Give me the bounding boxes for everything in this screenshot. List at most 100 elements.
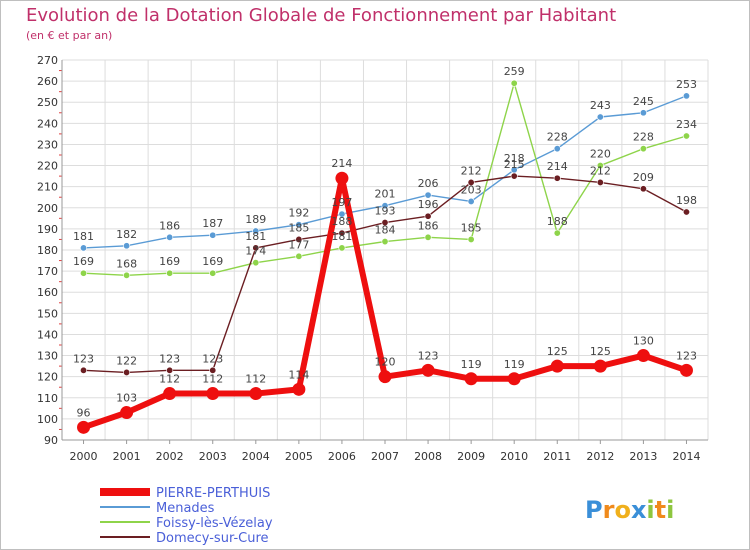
data-label-pierre-perthuis: 114 (288, 368, 309, 381)
chart-title: Evolution de la Dotation Globale de Fonc… (26, 5, 616, 26)
data-point-menades (123, 242, 131, 250)
y-tick-label: 130 (37, 350, 58, 363)
data-label-foissy-l-s-v-zelay: 185 (461, 221, 482, 234)
data-point-domecy-sur-cure (252, 244, 260, 252)
data-label-domecy-sur-cure: 209 (633, 171, 654, 184)
data-label-menades: 201 (375, 188, 396, 201)
data-point-menades (596, 113, 604, 121)
data-point-domecy-sur-cure (381, 219, 389, 227)
data-label-pierre-perthuis: 125 (590, 345, 611, 358)
data-point-menades (166, 233, 174, 241)
data-label-domecy-sur-cure: 123 (159, 352, 180, 365)
x-tick-label: 2012 (586, 450, 614, 463)
data-point-menades (252, 227, 260, 235)
data-point-foissy-l-s-v-zelay (209, 269, 217, 277)
data-label-menades: 181 (73, 230, 94, 243)
data-point-pierre-perthuis (679, 363, 693, 377)
data-point-foissy-l-s-v-zelay (596, 162, 604, 170)
data-point-domecy-sur-cure (123, 368, 131, 376)
data-point-menades (553, 145, 561, 153)
data-label-domecy-sur-cure: 123 (202, 352, 223, 365)
data-label-pierre-perthuis: 123 (418, 349, 439, 362)
data-point-menades (295, 221, 303, 229)
y-tick-label: 250 (37, 96, 58, 109)
y-tick-label: 90 (44, 434, 58, 447)
data-label-foissy-l-s-v-zelay: 188 (547, 215, 568, 228)
x-tick-label: 2002 (156, 450, 184, 463)
chart-subtitle: (en € et par an) (26, 29, 112, 42)
x-tick-label: 2009 (457, 450, 485, 463)
data-point-domecy-sur-cure (80, 366, 88, 374)
axes: 90 100 110 120 130 140 150 160 170 180 190 200 210 22… (37, 54, 708, 463)
data-label-foissy-l-s-v-zelay: 184 (375, 224, 396, 237)
data-label-domecy-sur-cure: 181 (245, 230, 266, 243)
data-label-pierre-perthuis: 123 (676, 349, 697, 362)
y-tick-label: 170 (37, 265, 58, 278)
data-label-domecy-sur-cure: 185 (288, 221, 309, 234)
data-point-foissy-l-s-v-zelay (80, 269, 88, 277)
data-label-menades: 187 (202, 217, 223, 230)
data-label-pierre-perthuis: 96 (77, 406, 91, 419)
y-tick-label: 210 (37, 181, 58, 194)
y-tick-label: 110 (37, 392, 58, 405)
legend-label: Foissy-lès-Vézelay (156, 516, 273, 531)
x-tick-label: 2007 (371, 450, 399, 463)
data-label-domecy-sur-cure: 198 (676, 194, 697, 207)
data-point-domecy-sur-cure (553, 174, 561, 182)
data-point-domecy-sur-cure (166, 366, 174, 374)
data-label-domecy-sur-cure: 196 (418, 198, 439, 211)
data-point-foissy-l-s-v-zelay (338, 244, 346, 252)
y-tick-label: 140 (37, 328, 58, 341)
x-tick-label: 2000 (70, 450, 98, 463)
data-point-foissy-l-s-v-zelay (424, 233, 432, 241)
x-tick-label: 2014 (672, 450, 700, 463)
y-tick-label: 120 (37, 371, 58, 384)
data-label-menades: 186 (159, 219, 180, 232)
x-tick-label: 2010 (500, 450, 528, 463)
data-point-menades (338, 210, 346, 218)
data-label-foissy-l-s-v-zelay: 169 (159, 255, 180, 268)
data-label-domecy-sur-cure: 212 (590, 164, 611, 177)
data-point-pierre-perthuis (464, 372, 478, 386)
data-point-domecy-sur-cure (682, 208, 690, 216)
x-tick-label: 2003 (199, 450, 227, 463)
data-label-foissy-l-s-v-zelay: 228 (633, 131, 654, 144)
data-point-menades (467, 197, 475, 205)
data-label-pierre-perthuis: 103 (116, 392, 137, 405)
data-point-pierre-perthuis (421, 363, 435, 377)
data-label-domecy-sur-cure: 215 (504, 158, 525, 171)
y-tick-label: 260 (37, 75, 58, 88)
data-point-menades (682, 92, 690, 100)
data-point-domecy-sur-cure (209, 366, 217, 374)
data-point-pierre-perthuis (292, 382, 306, 396)
data-point-menades (639, 109, 647, 117)
data-point-foissy-l-s-v-zelay (553, 229, 561, 237)
data-point-pierre-perthuis (335, 171, 349, 185)
data-labels: 181 182 186 187 189 192 197 201 206 203 218 228 243 2… (73, 65, 697, 419)
data-point-domecy-sur-cure (510, 172, 518, 180)
data-label-pierre-perthuis: 119 (461, 358, 482, 371)
data-point-foissy-l-s-v-zelay (166, 269, 174, 277)
data-label-foissy-l-s-v-zelay: 186 (418, 219, 439, 232)
data-point-pierre-perthuis (378, 370, 392, 384)
legend-label: Menades (156, 501, 215, 516)
data-label-menades: 253 (676, 78, 697, 91)
data-point-foissy-l-s-v-zelay (682, 132, 690, 140)
data-point-foissy-l-s-v-zelay (381, 238, 389, 246)
data-label-pierre-perthuis: 120 (375, 356, 396, 369)
data-label-menades: 228 (547, 131, 568, 144)
data-point-domecy-sur-cure (596, 178, 604, 186)
y-tick-label: 190 (37, 223, 58, 236)
data-label-menades: 218 (504, 152, 525, 165)
data-label-pierre-perthuis: 112 (159, 373, 180, 386)
data-label-foissy-l-s-v-zelay: 169 (73, 255, 94, 268)
data-label-pierre-perthuis: 214 (331, 157, 352, 170)
data-label-foissy-l-s-v-zelay: 168 (116, 257, 137, 270)
data-point-foissy-l-s-v-zelay (295, 252, 303, 260)
series-group (77, 79, 693, 434)
data-point-foissy-l-s-v-zelay (467, 235, 475, 243)
data-point-menades (381, 202, 389, 210)
data-label-menades: 203 (461, 183, 482, 196)
y-tick-label: 150 (37, 307, 58, 320)
